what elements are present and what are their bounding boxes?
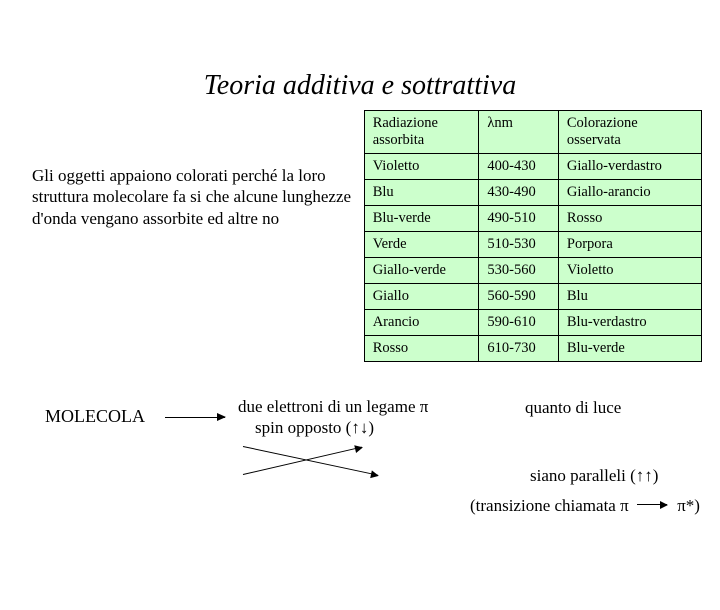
transizione-label: (transizione chiamata π π*) [470, 496, 700, 516]
header-radiazione: Radiazione assorbita [364, 111, 479, 154]
page-title: Teoria additiva e sottrattiva [0, 70, 720, 102]
arrow-icon [165, 417, 225, 418]
header-lambda: λnm [479, 111, 558, 154]
table-row: Giallo-verde530-560Violetto [364, 258, 701, 284]
header-colorazione: Colorazione osservata [558, 111, 701, 154]
table-row: Verde510-530Porpora [364, 232, 701, 258]
spin-text: due elettroni di un legame π spin oppost… [238, 396, 428, 439]
table-row: Giallo560-590Blu [364, 284, 701, 310]
description-paragraph: Gli oggetti appaiono colorati perché la … [32, 110, 364, 229]
table-row: Rosso610-730Blu-verde [364, 336, 701, 362]
table-row: Violetto400-430Giallo-verdastro [364, 154, 701, 180]
table-row: Arancio590-610Blu-verdastro [364, 310, 701, 336]
quanto-label: quanto di luce [525, 398, 621, 418]
molecola-label: MOLECOLA [45, 406, 145, 427]
arrow-icon [637, 504, 667, 505]
paralleli-label: siano paralleli (↑↑) [530, 466, 658, 486]
table-row: Blu-verde490-510Rosso [364, 206, 701, 232]
table-row: Blu430-490Giallo-arancio [364, 180, 701, 206]
table-header-row: Radiazione assorbita λnm Colorazione oss… [364, 111, 701, 154]
color-table: Radiazione assorbita λnm Colorazione oss… [364, 110, 702, 362]
content-row: Gli oggetti appaiono colorati perché la … [0, 110, 720, 362]
